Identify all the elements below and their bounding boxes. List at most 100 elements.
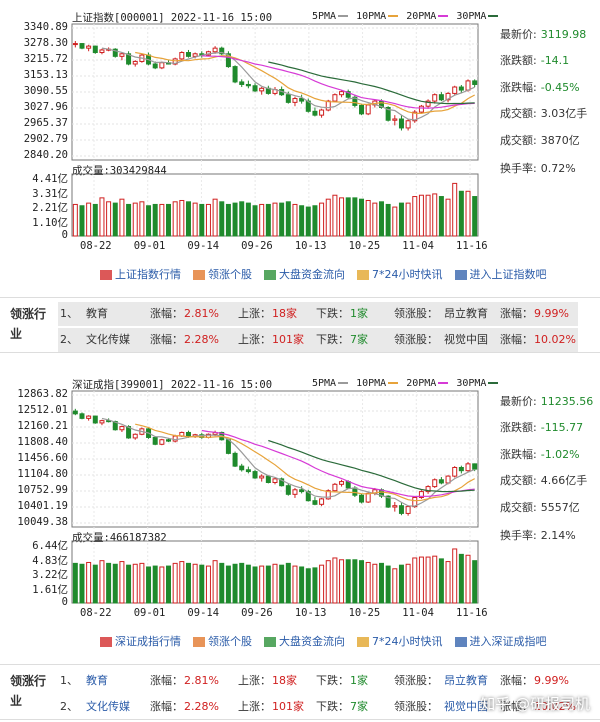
- price-tick-label: 12512.01: [17, 404, 68, 416]
- candle-body: [79, 413, 85, 419]
- link-1[interactable]: 领涨个股: [193, 635, 252, 648]
- link-4[interactable]: 进入上证指数吧: [454, 268, 547, 281]
- volume-bar: [325, 198, 331, 237]
- industry-lead[interactable]: 昂立教育: [444, 307, 488, 320]
- candle-body: [352, 96, 358, 106]
- volume-bar: [365, 561, 371, 604]
- link-3[interactable]: 7*24小时快讯: [357, 268, 443, 281]
- link-2[interactable]: 大盘资金流向: [264, 635, 345, 648]
- candle-body: [432, 94, 438, 102]
- ma-line-5: [101, 417, 475, 507]
- volume-bar: [252, 566, 258, 604]
- volume-bar: [86, 561, 92, 604]
- volume-bar: [132, 202, 138, 237]
- volume-bar: [345, 559, 351, 604]
- candle-body: [259, 475, 265, 479]
- legend-10pma: 10PMA: [356, 11, 387, 22]
- price-tick-label: 11808.40: [17, 436, 68, 448]
- candle-body: [365, 104, 371, 115]
- industry-chg: 2.81%: [184, 307, 219, 320]
- industry-lead-label: 领涨股：: [394, 307, 438, 320]
- candle-body: [299, 489, 305, 493]
- bars-icon: [264, 270, 276, 280]
- volume-bar: [385, 565, 391, 604]
- volume-bar: [245, 564, 251, 604]
- stat-row: 成交额: 4.66亿手: [500, 472, 587, 488]
- candle-body: [119, 426, 125, 431]
- arrow-up-icon: [193, 270, 205, 280]
- volume-bar: [99, 197, 105, 237]
- volume-bar: [332, 194, 338, 237]
- candle-body: [445, 92, 451, 101]
- volume-bar: [272, 202, 278, 237]
- volume-bar: [292, 565, 298, 604]
- volume-bar: [126, 203, 132, 237]
- volume-bar: [166, 565, 172, 604]
- industry-name[interactable]: 文化传媒: [86, 333, 130, 346]
- link-2[interactable]: 大盘资金流向: [264, 268, 345, 281]
- candle-body: [299, 98, 305, 102]
- industry-name[interactable]: 教育: [86, 674, 108, 687]
- industry-down: 7家: [350, 333, 368, 346]
- stat-row: 成交额: 5557亿: [500, 499, 580, 515]
- industry-name[interactable]: 文化传媒: [86, 700, 130, 713]
- volume-bar: [79, 563, 85, 604]
- link-0[interactable]: 深证成指行情: [100, 635, 181, 648]
- candle-body: [225, 439, 231, 454]
- legend-20pma-swatch: [438, 382, 449, 384]
- stat-row: 最新价: 11235.56: [500, 393, 593, 409]
- industry-name[interactable]: 教育: [86, 307, 108, 320]
- volume-bar: [445, 561, 451, 604]
- candle-body: [405, 120, 411, 129]
- candle-body: [285, 94, 291, 103]
- volume-bar: [418, 194, 424, 237]
- candle-body: [292, 98, 298, 103]
- candle-body: [112, 48, 118, 57]
- candle-body: [425, 100, 431, 107]
- link-0[interactable]: 上证指数行情: [100, 268, 181, 281]
- volume-bar: [146, 205, 152, 237]
- volume-bar: [339, 197, 345, 237]
- quote-stats: 最新价: 11235.56 涨跌额: -115.77 涨跌幅: -1.02% 成交额: 4.6…: [500, 367, 600, 557]
- volume-tick-label: 6.44亿: [32, 540, 68, 552]
- candle-body: [465, 463, 471, 472]
- volume-bar: [152, 203, 158, 237]
- volume-bar: [86, 202, 92, 237]
- industry-lead[interactable]: 视觉中国: [444, 700, 488, 713]
- volume-tick-label: 4.83亿: [32, 554, 68, 567]
- industry-lead[interactable]: 昂立教育: [444, 674, 488, 687]
- volume-bar: [259, 203, 265, 237]
- date-tick-label: 10-13: [294, 607, 327, 619]
- candle-body: [432, 479, 438, 488]
- candle-body: [332, 483, 338, 492]
- stat-label: 换手率:: [500, 162, 537, 175]
- link-label: 进入上证指数吧: [469, 268, 547, 281]
- legend-5pma-swatch: [338, 15, 349, 17]
- stat-row: 最新价: 3119.98: [500, 26, 586, 42]
- volume-bar: [372, 563, 378, 604]
- industry-down: 1家: [350, 674, 368, 687]
- volume-bar: [192, 202, 198, 237]
- link-4[interactable]: 进入深证成指吧: [454, 635, 547, 648]
- link-1[interactable]: 领涨个股: [193, 268, 252, 281]
- industry-lead[interactable]: 视觉中国: [444, 333, 488, 346]
- volume-bar: [212, 560, 218, 604]
- link-label: 大盘资金流向: [279, 268, 345, 281]
- stat-value: 2.14%: [540, 529, 576, 542]
- candle-body: [132, 433, 138, 439]
- link-3[interactable]: 7*24小时快讯: [357, 635, 443, 648]
- date-tick-label: 11-16: [456, 607, 488, 619]
- candle-body: [345, 91, 351, 98]
- industry-chg-label: 涨幅：: [150, 700, 183, 713]
- candle-body: [418, 491, 424, 499]
- candle-body: [99, 49, 105, 54]
- volume-bar: [232, 563, 238, 604]
- volume-bar: [172, 201, 178, 237]
- price-tick-label: 10401.19: [17, 499, 68, 512]
- candle-body: [438, 94, 444, 101]
- price-tick-label: 2840.20: [23, 149, 68, 161]
- legend-30pma-swatch: [488, 382, 499, 384]
- legend-10pma: 10PMA: [356, 378, 387, 389]
- candle-body: [259, 87, 265, 92]
- industry-row: 1、 教育 涨幅： 2.81% 上涨： 18家 下跌： 1家 领涨股： 昂立教育 涨幅： 9.99%: [58, 669, 578, 693]
